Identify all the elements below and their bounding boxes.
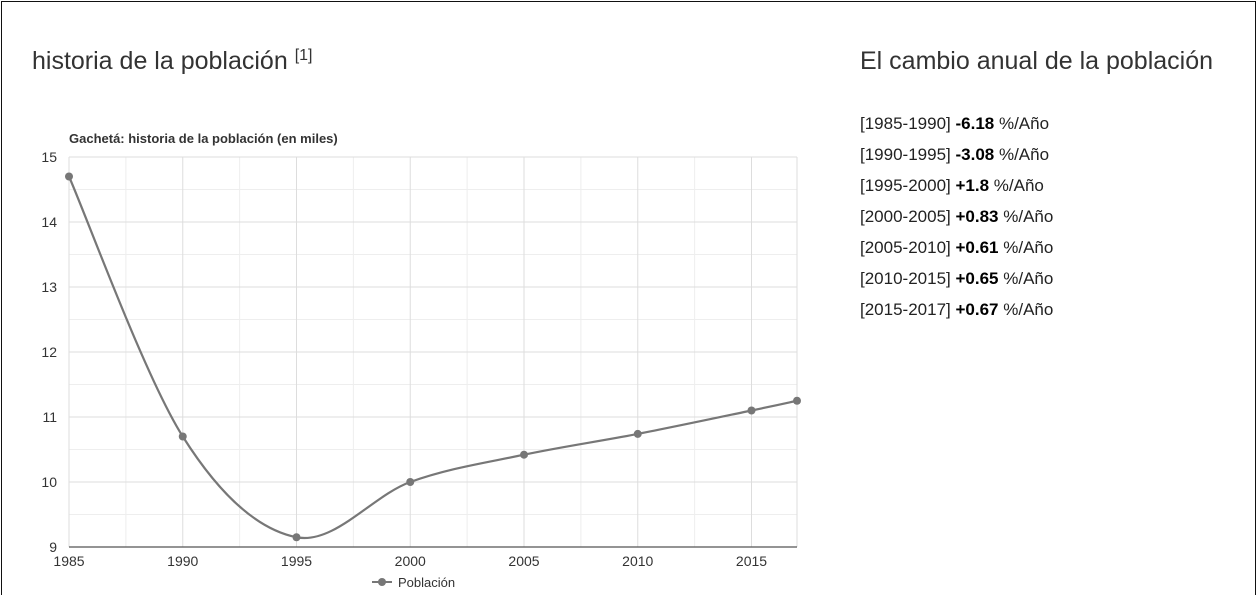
annual-change-period: [2000-2005] bbox=[860, 207, 951, 226]
legend-marker bbox=[378, 578, 386, 586]
annual-change-item: [2015-2017] +0.67 %/Año bbox=[860, 294, 1053, 325]
data-point bbox=[520, 450, 528, 459]
data-point bbox=[633, 429, 642, 438]
x-tick-label: 2005 bbox=[508, 553, 539, 569]
annual-change-value: +0.83 bbox=[955, 207, 999, 226]
annual-change-item: [2010-2015] +0.65 %/Año bbox=[860, 263, 1053, 294]
annual-change-value: +0.67 bbox=[955, 300, 999, 319]
data-point bbox=[292, 533, 301, 542]
annual-change-value: +0.61 bbox=[955, 238, 999, 257]
x-tick-label: 2000 bbox=[395, 553, 426, 569]
annual-change-unit: %/Año bbox=[1003, 238, 1054, 257]
x-tick-label: 2010 bbox=[622, 553, 653, 569]
population-history-title: historia de la población bbox=[32, 47, 288, 75]
annual-change-item: [2000-2005] +0.83 %/Año bbox=[860, 201, 1053, 232]
annual-change-unit: %/Año bbox=[998, 114, 1050, 133]
y-tick-label: 13 bbox=[41, 279, 57, 295]
data-point bbox=[747, 406, 756, 415]
y-tick-label: 10 bbox=[41, 474, 57, 490]
annual-change-period: [2010-2015] bbox=[860, 269, 951, 288]
data-point bbox=[65, 172, 73, 181]
data-point bbox=[793, 396, 801, 405]
annual-change-period: [1990-1995] bbox=[860, 145, 951, 164]
x-tick-label: 1985 bbox=[53, 553, 84, 569]
reference-link[interactable]: [1] bbox=[294, 47, 313, 64]
annual-change-period: [1985-1990] bbox=[860, 114, 951, 133]
legend-label: Población bbox=[398, 575, 455, 590]
population-history-heading: historia de la población [1] bbox=[32, 47, 312, 76]
annual-change-item: [1995-2000] +1.8 %/Año bbox=[860, 170, 1053, 201]
annual-change-unit: %/Año bbox=[998, 145, 1050, 164]
y-tick-label: 11 bbox=[42, 409, 57, 425]
annual-change-value: +1.8 bbox=[955, 176, 990, 195]
data-point bbox=[178, 432, 187, 441]
annual-change-list: [1985-1990] -6.18 %/Año [1990-1995] -3.0… bbox=[860, 108, 1053, 325]
annual-change-unit: %/Año bbox=[993, 176, 1044, 195]
annual-change-item: [1990-1995] -3.08 %/Año bbox=[860, 139, 1053, 170]
annual-change-period: [2005-2010] bbox=[860, 238, 951, 257]
annual-change-value: -3.08 bbox=[955, 145, 995, 164]
annual-change-value: +0.65 bbox=[955, 269, 999, 288]
x-tick-label: 1990 bbox=[167, 553, 198, 569]
y-tick-label: 14 bbox=[41, 214, 57, 230]
annual-change-item: [2005-2010] +0.61 %/Año bbox=[860, 232, 1053, 263]
chart-title: Gachetá: historia de la población (en mi… bbox=[69, 131, 338, 146]
annual-change-item: [1985-1990] -6.18 %/Año bbox=[860, 108, 1053, 139]
x-tick-label: 1995 bbox=[281, 553, 312, 569]
series-line-poblacion bbox=[67, 176, 798, 540]
annual-change-unit: %/Año bbox=[1003, 300, 1054, 319]
annual-change-unit: %/Año bbox=[1003, 269, 1054, 288]
data-point bbox=[406, 478, 415, 486]
annual-change-period: [2015-2017] bbox=[860, 300, 951, 319]
annual-change-value: -6.18 bbox=[955, 114, 995, 133]
annual-change-heading: El cambio anual de la población bbox=[860, 47, 1214, 75]
annual-change-period: [1995-2000] bbox=[860, 176, 951, 195]
y-tick-label: 9 bbox=[49, 539, 57, 555]
y-tick-label: 15 bbox=[41, 149, 57, 165]
x-tick-label: 2015 bbox=[736, 553, 767, 569]
annual-change-unit: %/Año bbox=[1003, 207, 1054, 226]
y-tick-label: 12 bbox=[41, 344, 57, 360]
